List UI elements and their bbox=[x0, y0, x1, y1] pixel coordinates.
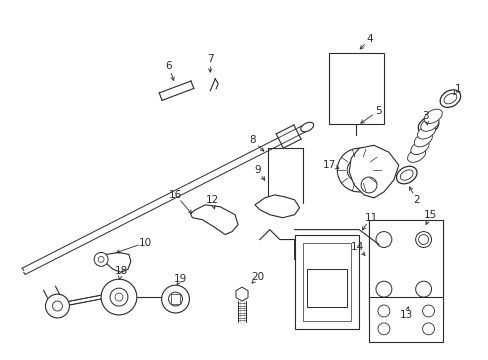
Circle shape bbox=[375, 281, 391, 297]
Bar bbox=[302, 243, 350, 321]
Ellipse shape bbox=[417, 125, 435, 139]
Text: 8: 8 bbox=[249, 135, 256, 145]
Text: 20: 20 bbox=[251, 272, 264, 282]
Text: 13: 13 bbox=[399, 310, 412, 320]
Text: 16: 16 bbox=[168, 190, 182, 200]
Ellipse shape bbox=[407, 148, 425, 162]
Circle shape bbox=[377, 323, 389, 335]
Ellipse shape bbox=[439, 90, 460, 107]
Bar bbox=[328, 53, 383, 125]
Text: 14: 14 bbox=[350, 243, 363, 252]
Bar bbox=[170, 294, 180, 304]
Circle shape bbox=[337, 148, 380, 192]
Polygon shape bbox=[276, 125, 301, 148]
Ellipse shape bbox=[396, 166, 416, 184]
Polygon shape bbox=[190, 205, 238, 235]
Circle shape bbox=[375, 231, 391, 247]
Polygon shape bbox=[236, 287, 247, 301]
Circle shape bbox=[110, 288, 128, 306]
Text: 17: 17 bbox=[322, 160, 335, 170]
Text: 3: 3 bbox=[422, 111, 428, 121]
Polygon shape bbox=[159, 81, 193, 100]
Text: 19: 19 bbox=[174, 274, 187, 284]
Circle shape bbox=[418, 235, 427, 244]
Circle shape bbox=[101, 279, 137, 315]
Ellipse shape bbox=[400, 170, 412, 180]
Bar bbox=[368, 297, 443, 342]
Circle shape bbox=[422, 305, 434, 317]
Text: 1: 1 bbox=[454, 84, 461, 94]
Polygon shape bbox=[96, 252, 131, 272]
Ellipse shape bbox=[443, 94, 456, 104]
Circle shape bbox=[45, 294, 69, 318]
Circle shape bbox=[115, 293, 122, 301]
Text: 4: 4 bbox=[366, 34, 372, 44]
Text: 2: 2 bbox=[412, 195, 419, 205]
Text: 6: 6 bbox=[165, 61, 172, 71]
Circle shape bbox=[360, 177, 376, 193]
Circle shape bbox=[98, 256, 104, 262]
Ellipse shape bbox=[413, 132, 431, 147]
Text: 10: 10 bbox=[139, 238, 152, 248]
Circle shape bbox=[415, 281, 431, 297]
Ellipse shape bbox=[423, 109, 441, 123]
Circle shape bbox=[94, 252, 108, 266]
Bar bbox=[368, 220, 443, 319]
Circle shape bbox=[162, 285, 189, 313]
Circle shape bbox=[52, 301, 62, 311]
Circle shape bbox=[168, 292, 182, 306]
Polygon shape bbox=[254, 195, 299, 218]
Ellipse shape bbox=[300, 122, 313, 132]
Text: 15: 15 bbox=[423, 210, 436, 220]
Circle shape bbox=[346, 158, 370, 182]
Bar bbox=[306, 269, 346, 307]
Ellipse shape bbox=[421, 120, 434, 131]
Ellipse shape bbox=[420, 117, 438, 131]
Text: 12: 12 bbox=[205, 195, 219, 205]
Circle shape bbox=[422, 323, 434, 335]
Polygon shape bbox=[348, 145, 398, 198]
Text: 7: 7 bbox=[206, 54, 213, 64]
Circle shape bbox=[377, 305, 389, 317]
Text: 5: 5 bbox=[375, 105, 382, 116]
Circle shape bbox=[415, 231, 431, 247]
Ellipse shape bbox=[410, 140, 428, 154]
Polygon shape bbox=[22, 125, 305, 274]
Bar bbox=[294, 235, 358, 329]
Text: 9: 9 bbox=[254, 165, 261, 175]
Text: 18: 18 bbox=[114, 266, 127, 276]
Text: 11: 11 bbox=[364, 213, 377, 223]
Ellipse shape bbox=[417, 117, 438, 134]
